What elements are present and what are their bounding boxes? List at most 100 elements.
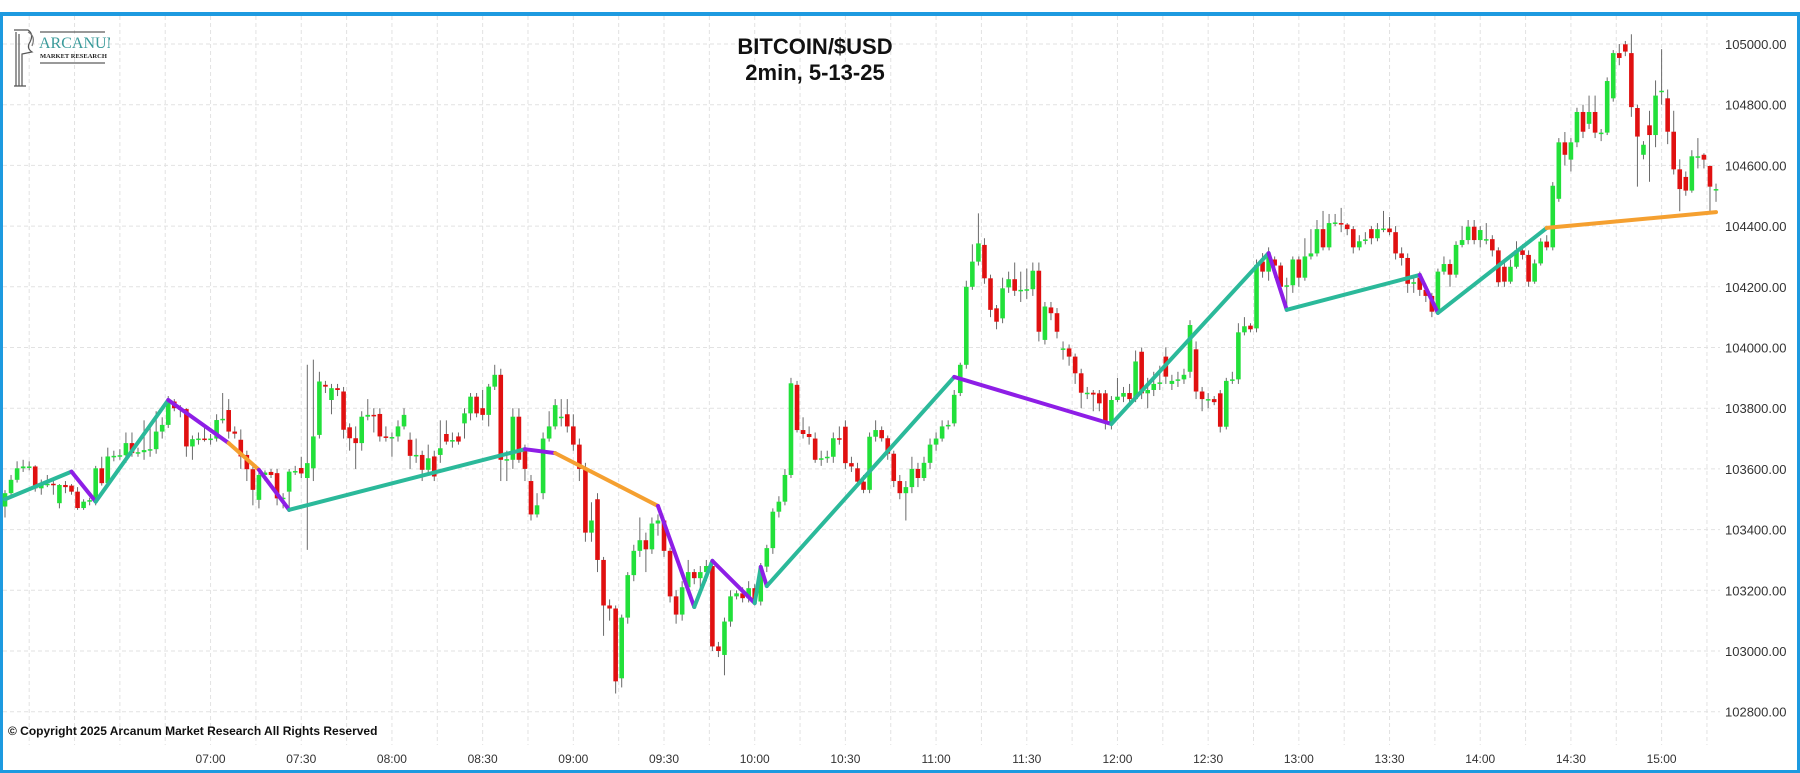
candle [1205,393,1211,409]
candle-body [292,471,298,473]
candle-body [1139,351,1144,394]
time-tick-label: 14:30 [1556,752,1586,766]
time-tick-label: 11:00 [922,752,951,766]
candle-body [1012,279,1017,291]
candle [951,389,957,427]
candle [1453,241,1459,278]
candle-body [818,458,824,460]
logo-figure-icon [14,29,34,87]
candle-body [770,511,776,549]
candle [383,426,389,442]
candle-body [516,416,522,460]
candle-body [915,468,921,479]
candle-body [1090,392,1096,395]
candle [1447,259,1453,287]
price-tick-label: 104000.00 [1725,341,1786,356]
candle-body [280,497,286,500]
candle-body [1508,266,1513,282]
candle [26,461,32,471]
candle [1193,341,1199,400]
candle-body [1006,279,1011,288]
candle-body [1151,383,1157,390]
candle-body [238,439,244,457]
candle-body [837,438,842,440]
price-tick-label: 104400.00 [1725,219,1786,234]
candle [982,238,987,284]
candle-body [806,433,812,438]
candle [1580,104,1586,139]
candle [1471,220,1477,245]
candle-body [655,520,661,524]
candle-body [891,453,897,482]
candle [577,438,582,482]
time-axis: 07:00 07:30 08:00 08:30 09:00 09:30 10:00 10:30… [196,752,1677,766]
candle [1387,216,1392,236]
logo-tagline: MARKET RESEARCH [40,53,107,60]
candle [1435,268,1441,315]
candle [1683,171,1689,196]
candle [1490,235,1495,257]
candle [347,423,352,451]
price-tick-label: 103000.00 [1725,644,1786,659]
candle-body [1683,176,1689,191]
candle-body [1538,241,1543,264]
candle-body [673,596,679,615]
candle-body [165,401,171,425]
candle-body [1308,253,1314,257]
candle-body [716,646,721,651]
candle [812,432,818,463]
candle [1707,165,1713,212]
candle [1199,386,1205,412]
candle [1653,80,1658,148]
candle-body [1072,356,1078,374]
candle [1665,89,1670,145]
candle-body [1623,44,1628,52]
candle [389,432,395,457]
candle-body [1187,325,1193,372]
candle [1217,389,1223,433]
candle-body [1453,244,1459,275]
candle [1072,353,1078,384]
time-tick-label: 13:00 [1284,752,1314,766]
candle [552,399,558,430]
candle [867,432,872,494]
candle [873,420,878,442]
candle [964,280,969,369]
candle [837,426,842,445]
candle-body [1284,285,1290,287]
candle [184,408,189,457]
candle [329,383,334,415]
candle [583,462,588,542]
candle [1502,262,1507,287]
candle [1586,95,1592,129]
candle [1133,350,1138,403]
candle [1169,374,1175,390]
candle [14,461,20,483]
candle-body [462,413,467,424]
candle-body [1405,257,1410,284]
candle [1030,262,1036,296]
candle [546,411,552,442]
candle-body [1078,373,1084,393]
candle-body [268,471,274,475]
candle-body [976,243,981,262]
candle-body [1550,185,1556,248]
candle [1616,44,1622,66]
candle-body [1338,223,1344,225]
candle [438,420,443,463]
candle-body [589,520,594,533]
candle [1078,368,1084,409]
zigzag-segment-teal [1435,225,1549,315]
candle [1544,235,1550,251]
price-axis: 105000.00 104800.00 104600.00 104400.00 1042… [1725,37,1786,720]
candle-body [571,426,576,445]
candle [1060,341,1066,360]
candle [903,481,909,521]
candle-body [1695,156,1701,158]
candle [444,420,449,445]
candle-body [244,454,250,470]
candle [1695,138,1701,169]
candle [87,497,92,506]
candle-body [329,388,334,401]
